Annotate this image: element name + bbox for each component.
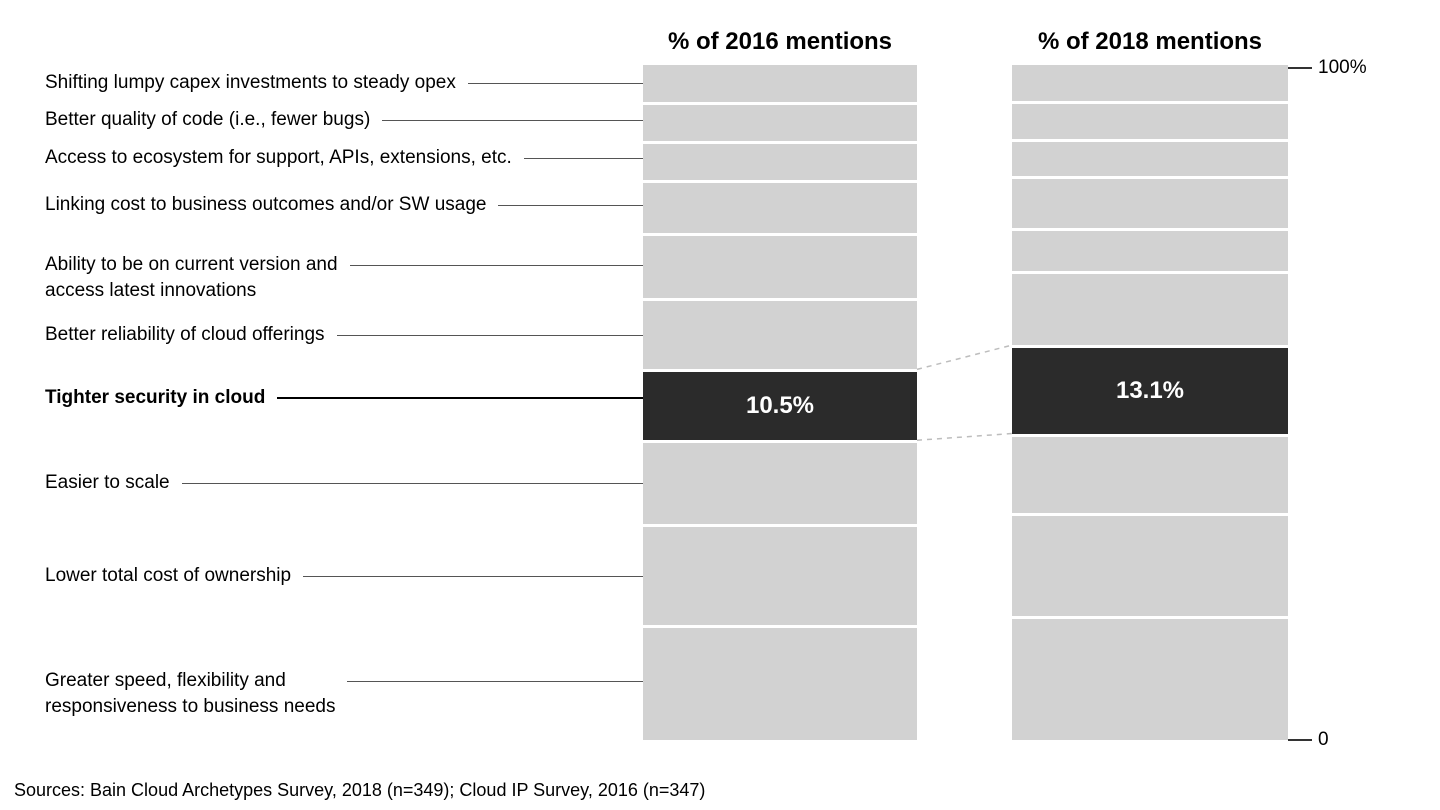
category-label-highlighted: Tighter security in cloud <box>45 387 266 408</box>
bar-segment <box>1012 176 1288 228</box>
bar-segment <box>643 523 917 625</box>
leader-line <box>336 335 643 336</box>
bar-segment <box>643 297 917 370</box>
bar-segment <box>1012 227 1288 271</box>
bar-segment <box>643 65 917 103</box>
category-label: Ability to be on current version and acc… <box>45 254 338 301</box>
category-label: Greater speed, flexibility and responsiv… <box>45 670 336 717</box>
leader-line <box>181 483 643 484</box>
bar-segment <box>1012 65 1288 101</box>
category-label: Access to ecosystem for support, APIs, e… <box>45 147 512 168</box>
column-header-2016: % of 2016 mentions <box>667 28 893 55</box>
bar-segment <box>1012 433 1288 514</box>
bar-segment <box>643 179 917 234</box>
connector-top-line <box>916 344 1013 371</box>
leader-line <box>349 265 643 266</box>
category-row: Better reliability of cloud offerings <box>45 322 643 348</box>
stacked-bar-2018: 13.1% <box>1012 65 1288 740</box>
category-row: Access to ecosystem for support, APIs, e… <box>45 145 643 171</box>
leader-line <box>347 681 643 682</box>
category-row-highlighted: Tighter security in cloud <box>45 385 643 411</box>
bar-segment <box>1012 270 1288 346</box>
connector-bottom-line <box>916 432 1013 442</box>
leader-line <box>467 83 643 84</box>
category-row: Greater speed, flexibility and responsiv… <box>45 668 643 720</box>
source-note: Sources: Bain Cloud Archetypes Survey, 2… <box>14 780 706 800</box>
category-label: Linking cost to business outcomes and/or… <box>45 194 487 215</box>
axis-tick-bottom <box>1288 739 1312 741</box>
leader-line <box>382 120 643 121</box>
category-label: Better quality of code (i.e., fewer bugs… <box>45 109 371 130</box>
category-row: Easier to scale <box>45 470 643 496</box>
axis-label-100: 100% <box>1318 57 1367 78</box>
bar-segment <box>643 102 917 141</box>
stacked-bar-2016: 10.5% <box>643 65 917 740</box>
leader-line <box>303 576 643 577</box>
highlight-value-label: 13.1% <box>1115 376 1185 404</box>
category-label: Better reliability of cloud offerings <box>45 324 325 345</box>
bar-segment <box>1012 100 1288 139</box>
category-row: Linking cost to business outcomes and/or… <box>45 192 643 218</box>
bar-segment <box>643 440 917 524</box>
bar-segment <box>643 624 917 740</box>
category-row: Better quality of code (i.e., fewer bugs… <box>45 107 643 133</box>
bar-segment <box>643 233 917 298</box>
category-label: Lower total cost of ownership <box>45 565 292 586</box>
category-row: Ability to be on current version and acc… <box>45 252 643 304</box>
axis-tick-top <box>1288 67 1312 69</box>
highlight-segment: 13.1% <box>1012 345 1288 434</box>
bar-segment <box>1012 616 1288 740</box>
category-label: Shifting lumpy capex investments to stea… <box>45 72 456 93</box>
category-row: Lower total cost of ownership <box>45 563 643 589</box>
category-label: Easier to scale <box>45 472 170 493</box>
axis-label-0: 0 <box>1318 729 1329 750</box>
category-row: Shifting lumpy capex investments to stea… <box>45 70 643 96</box>
column-header-2018: % of 2018 mentions <box>1037 28 1263 55</box>
leader-line <box>277 397 643 399</box>
bar-segment <box>643 140 917 180</box>
highlight-segment: 10.5% <box>643 369 917 441</box>
bar-segment <box>1012 138 1288 177</box>
highlight-value-label: 10.5% <box>745 392 815 420</box>
bar-segment <box>1012 513 1288 617</box>
leader-line <box>523 158 643 159</box>
leader-line <box>498 205 643 206</box>
